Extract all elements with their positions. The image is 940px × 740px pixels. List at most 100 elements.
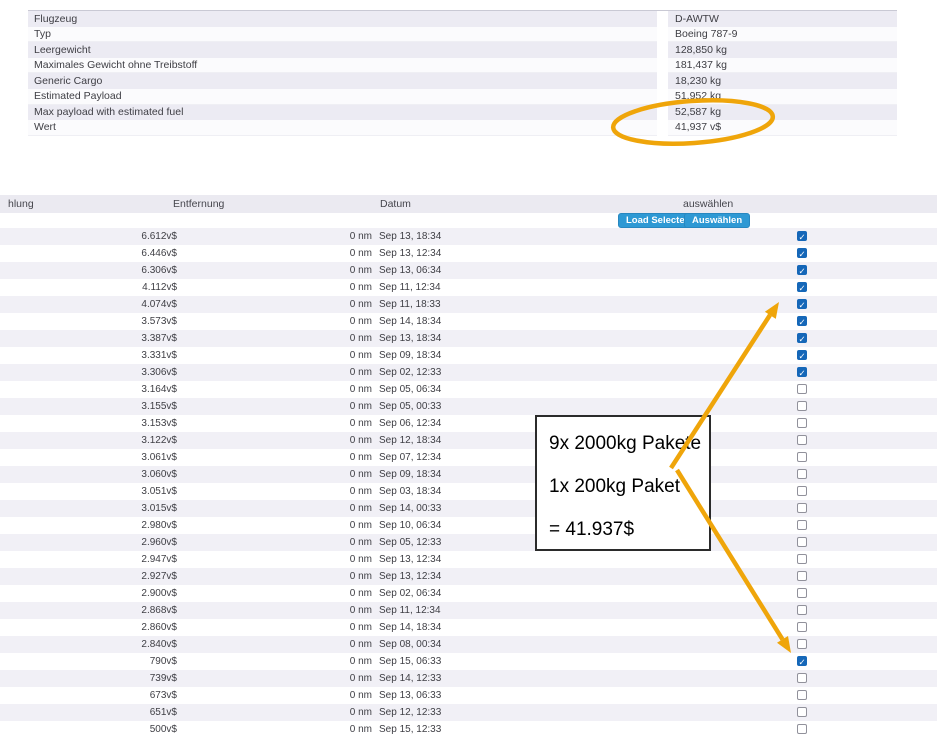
row-checkbox[interactable]: ✓	[797, 316, 807, 327]
table-row: 6.612v$ 0 nm Sep 13, 18:34 ✓	[0, 228, 937, 245]
row-checkbox[interactable]	[797, 401, 807, 411]
aircraft-info-table: Flugzeug D-AWTW Typ Boeing 787-9 Leergewicht…	[28, 10, 897, 136]
job-payment-value: 2.960v$	[141, 537, 177, 548]
row-checkbox[interactable]	[797, 554, 807, 564]
row-checkbox[interactable]: ✓	[797, 656, 807, 667]
job-payment-value: 6.306v$	[141, 265, 177, 276]
table-row: 3.015v$ 0 nm Sep 14, 00:33	[0, 500, 937, 517]
job-distance: 0 nm	[349, 231, 372, 242]
job-date: Sep 05, 12:33	[379, 537, 442, 548]
job-distance: 0 nm	[349, 673, 372, 684]
job-date: Sep 14, 18:34	[379, 316, 442, 327]
job-date: Sep 14, 00:33	[379, 503, 442, 514]
job-payment-value: 790v$	[149, 656, 177, 667]
job-date: Sep 13, 06:33	[379, 690, 442, 701]
row-checkbox[interactable]: ✓	[797, 265, 807, 276]
aircraft-field-value: 52,587 kg	[668, 104, 897, 121]
jobs-table: 6.612v$ 0 nm Sep 13, 18:34 ✓ 6.446v$ 0 nm Sep …	[0, 228, 937, 740]
row-checkbox[interactable]	[797, 452, 807, 462]
table-row: 3.122v$ 0 nm Sep 12, 18:34	[0, 432, 937, 449]
aircraft-field-label: Maximales Gewicht ohne Treibstoff	[28, 57, 657, 74]
job-distance: 0 nm	[349, 435, 372, 446]
job-distance: 0 nm	[349, 503, 372, 514]
job-payment-value: 3.060v$	[141, 469, 177, 480]
row-checkbox[interactable]: ✓	[797, 282, 807, 293]
table-row: 6.306v$ 0 nm Sep 13, 06:34 ✓	[0, 262, 937, 279]
table-row: 3.331v$ 0 nm Sep 09, 18:34 ✓	[0, 347, 937, 364]
row-checkbox[interactable]	[797, 571, 807, 581]
job-payment-value: 3.015v$	[141, 503, 177, 514]
table-row: 2.868v$ 0 nm Sep 11, 12:34	[0, 602, 937, 619]
row-checkbox[interactable]	[797, 384, 807, 394]
annotation-line: 9x 2000kg Pakete	[549, 433, 702, 454]
row-checkbox[interactable]	[797, 503, 807, 513]
annotation-line: 1x 200kg Paket	[549, 476, 680, 497]
table-row: 4.074v$ 0 nm Sep 11, 18:33 ✓	[0, 296, 937, 313]
aircraft-field-value: 128,850 kg	[668, 42, 897, 58]
row-checkbox[interactable]	[797, 639, 807, 649]
column-divider	[657, 88, 668, 105]
row-checkbox[interactable]: ✓	[797, 333, 807, 344]
job-payment-value: 4.074v$	[141, 299, 177, 310]
row-checkbox[interactable]	[797, 588, 807, 598]
aircraft-field-label: Typ	[28, 26, 657, 43]
row-checkbox[interactable]	[797, 486, 807, 496]
column-header-distance: Entfernung	[173, 198, 225, 210]
row-checkbox[interactable]	[797, 418, 807, 428]
row-checkbox[interactable]	[797, 707, 807, 717]
job-payment-value: 4.112v$	[142, 282, 177, 293]
job-payment-value: 3.153v$	[141, 418, 177, 429]
row-checkbox[interactable]: ✓	[797, 231, 807, 242]
job-date: Sep 13, 06:34	[379, 265, 442, 276]
table-row: 2.980v$ 0 nm Sep 10, 06:34	[0, 517, 937, 534]
job-date: Sep 13, 18:34	[379, 333, 442, 344]
job-distance: 0 nm	[349, 384, 372, 395]
table-row: 3.387v$ 0 nm Sep 13, 18:34 ✓	[0, 330, 937, 347]
row-checkbox[interactable]	[797, 520, 807, 530]
row-checkbox[interactable]	[797, 435, 807, 445]
row-checkbox[interactable]: ✓	[797, 367, 807, 378]
row-checkbox[interactable]	[797, 673, 807, 683]
job-payment-value: 2.860v$	[141, 622, 177, 633]
table-row: 3.573v$ 0 nm Sep 14, 18:34 ✓	[0, 313, 937, 330]
column-divider	[657, 42, 668, 58]
table-row: 3.061v$ 0 nm Sep 07, 12:34	[0, 449, 937, 466]
table-row: Flugzeug D-AWTW	[28, 11, 897, 27]
auswaehlen-button[interactable]: Auswählen	[684, 213, 751, 228]
row-checkbox[interactable]	[797, 622, 807, 632]
job-payment-value: 3.164v$	[141, 384, 177, 395]
job-distance: 0 nm	[349, 639, 372, 650]
aircraft-field-value: D-AWTW	[668, 11, 897, 27]
job-date: Sep 13, 18:34	[379, 231, 442, 242]
aircraft-field-label: Leergewicht	[28, 42, 657, 58]
aircraft-field-value: 41,937 v$	[668, 120, 897, 136]
row-checkbox[interactable]	[797, 605, 807, 615]
job-date: Sep 12, 12:33	[379, 707, 442, 718]
job-distance: 0 nm	[349, 282, 372, 293]
job-payment-value: 3.155v$	[141, 401, 177, 412]
row-checkbox[interactable]: ✓	[797, 299, 807, 310]
column-divider	[657, 57, 668, 74]
column-divider	[657, 104, 668, 121]
row-checkbox[interactable]	[797, 469, 807, 479]
job-payment-value: 500v$	[149, 724, 177, 735]
job-date: Sep 11, 12:34	[379, 605, 441, 616]
job-payment-value: 3.573v$	[141, 316, 177, 327]
row-checkbox[interactable]	[797, 690, 807, 700]
job-date: Sep 07, 12:34	[379, 452, 442, 463]
table-row: 651v$ 0 nm Sep 12, 12:33	[0, 704, 937, 721]
table-row: Max payload with estimated fuel 52,587 kg	[28, 104, 897, 121]
row-checkbox[interactable]: ✓	[797, 248, 807, 259]
table-row: 3.153v$ 0 nm Sep 06, 12:34	[0, 415, 937, 432]
job-date: Sep 11, 12:34	[379, 282, 441, 293]
job-date: Sep 09, 18:34	[379, 350, 442, 361]
row-checkbox[interactable]	[797, 724, 807, 734]
row-checkbox[interactable]: ✓	[797, 350, 807, 361]
job-payment-value: 2.947v$	[141, 554, 177, 565]
table-row: 790v$ 0 nm Sep 15, 06:33 ✓	[0, 653, 937, 670]
row-checkbox[interactable]	[797, 537, 807, 547]
job-date: Sep 15, 06:33	[379, 656, 442, 667]
job-date: Sep 12, 18:34	[379, 435, 442, 446]
job-date: Sep 02, 12:33	[379, 367, 442, 378]
job-date: Sep 02, 06:34	[379, 588, 442, 599]
